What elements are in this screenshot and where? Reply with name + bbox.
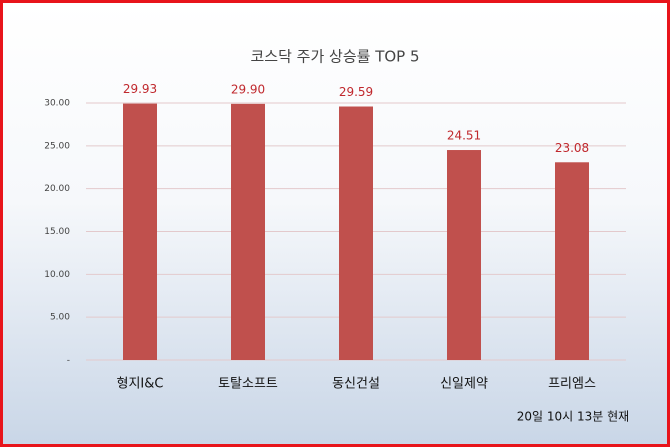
value-label: 24.51 <box>447 129 481 143</box>
y-tick-label: - <box>67 356 70 366</box>
x-tick-label: 프리엠스 <box>548 377 596 392</box>
bar <box>123 103 157 360</box>
value-label: 23.08 <box>555 141 589 155</box>
x-tick-label: 토탈소프트 <box>218 377 278 392</box>
annotation: 20일 10시 13분 현재 <box>517 410 629 424</box>
y-tick-label: 15.00 <box>44 227 70 237</box>
y-tick-label: 30.00 <box>44 99 70 109</box>
value-label: 29.93 <box>123 82 157 96</box>
x-tick-label: 신일제약 <box>440 377 488 392</box>
y-tick-label: 10.00 <box>44 270 70 280</box>
bar <box>447 150 481 360</box>
x-tick-label: 형지I&C <box>117 377 164 392</box>
bar <box>555 162 589 360</box>
chart: 코스닥 주가 상승률 TOP 5 20일 10시 13분 현재 - 5.00 10.… <box>44 48 629 424</box>
x-tick-label: 동신건설 <box>332 377 380 392</box>
chart-title: 코스닥 주가 상승률 TOP 5 <box>250 48 419 66</box>
bar <box>231 103 265 361</box>
value-label: 29.90 <box>231 82 265 96</box>
bar <box>339 106 373 361</box>
value-label: 29.59 <box>339 85 373 99</box>
y-tick-label: 25.00 <box>44 141 70 151</box>
y-tick-label: 20.00 <box>44 184 70 194</box>
y-tick-label: 5.00 <box>50 313 70 323</box>
